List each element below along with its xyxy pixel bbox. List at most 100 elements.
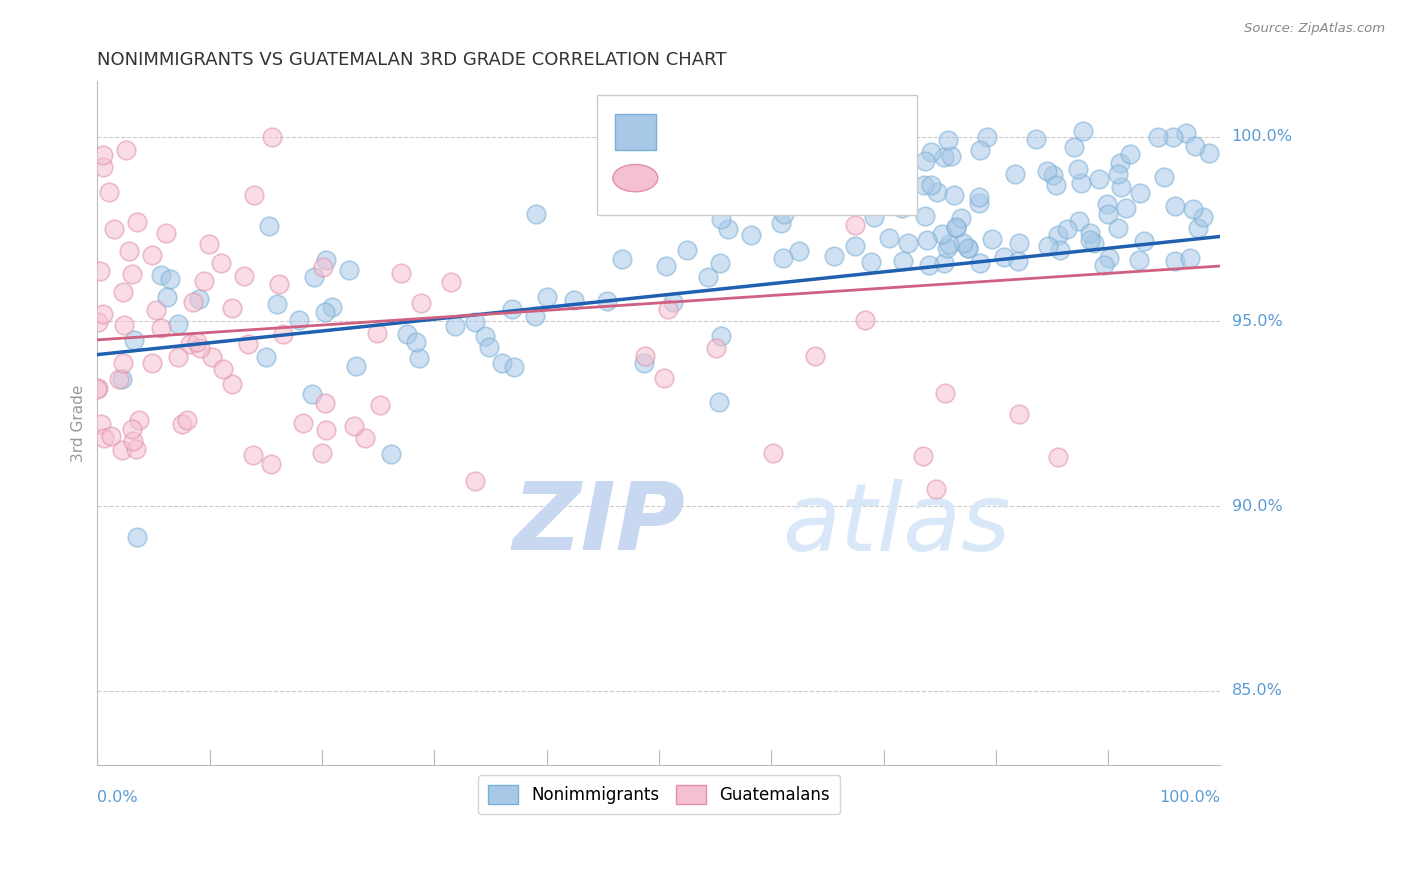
Point <box>938 237 960 252</box>
Point <box>464 315 486 329</box>
Point <box>949 211 972 225</box>
Point <box>787 244 810 259</box>
Point <box>501 301 523 316</box>
Text: 0.0%: 0.0% <box>97 789 138 805</box>
Point <box>1115 201 1137 215</box>
Point <box>936 241 959 255</box>
Point <box>772 251 794 265</box>
Point <box>1071 124 1094 138</box>
Point <box>1184 139 1206 153</box>
FancyBboxPatch shape <box>598 95 917 215</box>
Point <box>969 196 991 211</box>
Point <box>302 270 325 285</box>
Point <box>536 290 558 304</box>
Point <box>778 169 800 184</box>
Point <box>1109 180 1132 194</box>
Point <box>823 249 845 263</box>
Point <box>655 259 678 273</box>
Point <box>804 349 827 363</box>
Point <box>1107 221 1129 235</box>
Point <box>891 201 914 215</box>
Point <box>1007 235 1029 250</box>
Point <box>889 148 911 162</box>
Text: Source: ZipAtlas.com: Source: ZipAtlas.com <box>1244 22 1385 36</box>
Point <box>97 185 120 199</box>
Point <box>967 190 990 204</box>
Point <box>236 337 259 351</box>
Point <box>936 133 959 147</box>
Point <box>257 219 280 233</box>
Point <box>503 359 526 374</box>
Point <box>314 305 336 319</box>
Point <box>942 187 965 202</box>
Point <box>717 221 740 235</box>
Point <box>1078 226 1101 240</box>
Point <box>292 416 315 430</box>
Point <box>380 447 402 461</box>
Point <box>941 148 963 162</box>
Point <box>981 232 1004 246</box>
Point <box>773 207 796 221</box>
Point <box>844 218 866 232</box>
Point <box>315 423 337 437</box>
Point <box>314 396 336 410</box>
Point <box>170 417 193 431</box>
Text: 0.109: 0.109 <box>704 169 756 187</box>
Point <box>127 530 149 544</box>
Point <box>254 350 277 364</box>
Point <box>118 244 141 259</box>
Point <box>932 256 955 270</box>
Point <box>396 326 419 341</box>
Point <box>770 216 793 230</box>
Point <box>315 253 337 268</box>
Point <box>1025 132 1047 146</box>
Point <box>914 209 936 223</box>
Point <box>266 296 288 310</box>
Point <box>1133 234 1156 248</box>
Text: atlas: atlas <box>783 479 1011 570</box>
Point <box>807 184 830 198</box>
Point <box>1128 252 1150 267</box>
Point <box>198 236 221 251</box>
Point <box>100 429 122 443</box>
Point <box>141 248 163 262</box>
Point <box>710 211 733 226</box>
Point <box>193 274 215 288</box>
Point <box>751 176 773 190</box>
Point <box>262 129 284 144</box>
Point <box>125 442 148 457</box>
Point <box>920 178 942 192</box>
Point <box>891 254 914 268</box>
Point <box>150 268 173 283</box>
Point <box>1181 202 1204 216</box>
Point <box>1098 252 1121 266</box>
Point <box>634 349 657 363</box>
Point <box>897 235 920 250</box>
Point <box>221 301 243 315</box>
Point <box>969 144 991 158</box>
Point <box>704 341 727 355</box>
Point <box>924 482 946 496</box>
Point <box>121 267 143 281</box>
Point <box>1097 207 1119 221</box>
Point <box>1161 130 1184 145</box>
Point <box>633 356 655 370</box>
Point <box>1163 199 1185 213</box>
Point <box>183 294 205 309</box>
Point <box>127 215 149 229</box>
Text: 85.0%: 85.0% <box>1232 683 1282 698</box>
Point <box>524 309 547 323</box>
Point <box>856 145 879 160</box>
Point <box>187 293 209 307</box>
Point <box>1066 161 1088 176</box>
Point <box>844 238 866 252</box>
Point <box>884 128 907 143</box>
Point <box>762 446 785 460</box>
Text: N =: N = <box>773 122 810 141</box>
Point <box>1092 258 1115 272</box>
Point <box>273 326 295 341</box>
Point <box>128 413 150 427</box>
Point <box>242 187 264 202</box>
Point <box>862 210 884 224</box>
Point <box>1008 408 1031 422</box>
